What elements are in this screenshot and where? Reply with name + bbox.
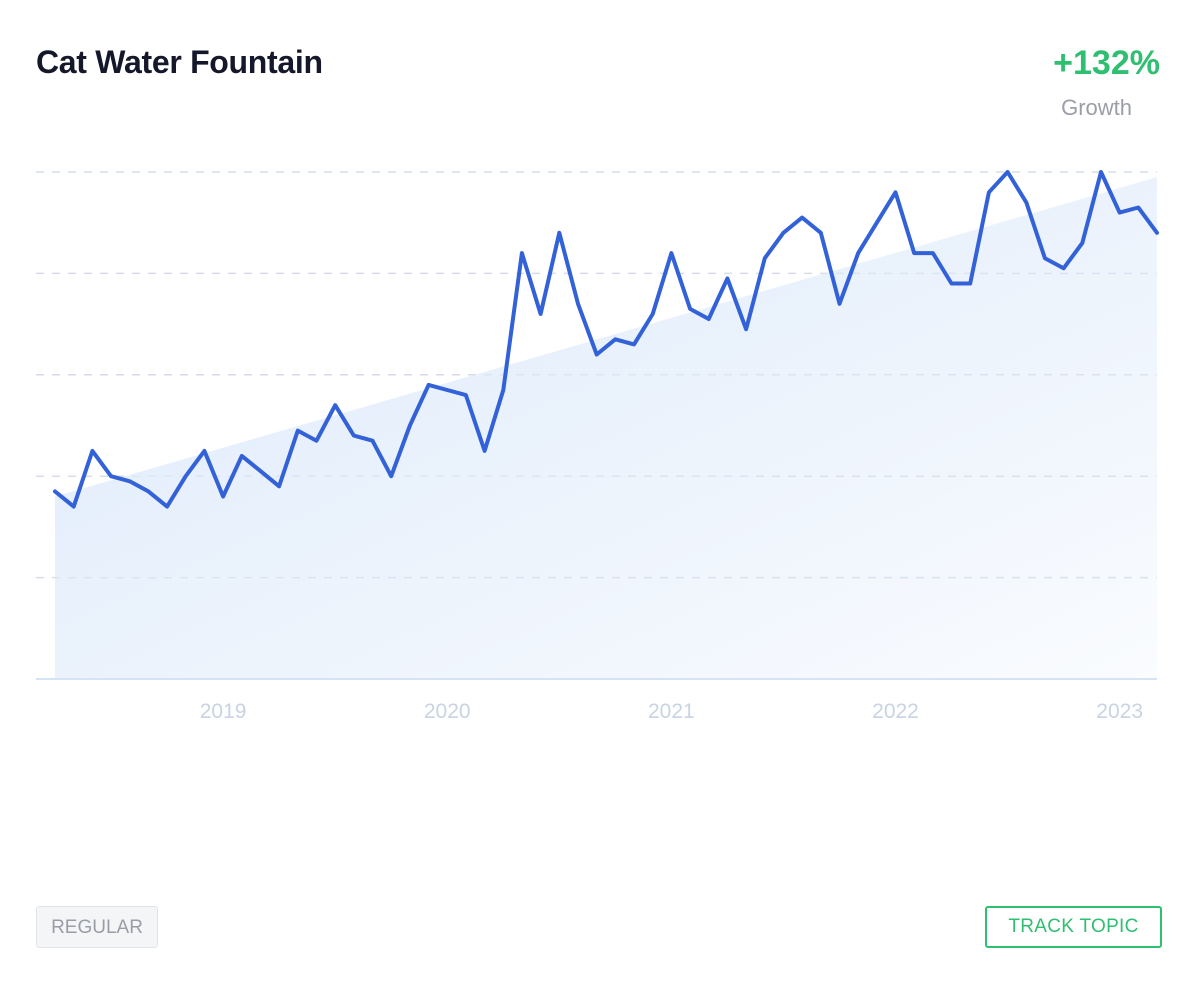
data-point <box>146 489 150 493</box>
x-tick-label: 2022 <box>872 700 919 723</box>
data-point <box>184 474 188 478</box>
data-point <box>333 403 337 407</box>
data-point <box>856 251 860 255</box>
growth-value: +132% <box>1053 44 1160 82</box>
data-point <box>875 221 879 225</box>
data-point <box>221 494 225 498</box>
x-tick-label: 2020 <box>424 700 471 723</box>
data-point <box>968 282 972 286</box>
data-point <box>352 434 356 438</box>
data-point <box>520 251 524 255</box>
data-point <box>109 474 113 478</box>
track-topic-button[interactable]: TRACK TOPIC <box>985 906 1162 948</box>
data-point <box>557 231 561 235</box>
data-point <box>950 282 954 286</box>
data-point <box>800 216 804 220</box>
data-point <box>1118 211 1122 215</box>
data-point <box>837 302 841 306</box>
topic-title: Cat Water Fountain <box>36 44 323 80</box>
data-point <box>445 388 449 392</box>
data-point <box>202 449 206 453</box>
data-point <box>314 439 318 443</box>
data-point <box>1062 266 1066 270</box>
data-point <box>296 429 300 433</box>
data-point <box>501 388 505 392</box>
data-point <box>539 312 543 316</box>
data-point <box>128 479 132 483</box>
data-point <box>1043 256 1047 260</box>
trend-chart: 2019 2020 2021 2022 2023 <box>36 170 1159 723</box>
data-point <box>707 317 711 321</box>
data-point <box>72 505 76 509</box>
x-tick-label: 2021 <box>648 700 695 723</box>
data-point <box>613 337 617 341</box>
data-point <box>1136 205 1140 209</box>
data-point <box>408 424 412 428</box>
x-tick-label: 2023 <box>1096 700 1143 723</box>
data-point <box>819 231 823 235</box>
data-point <box>1099 170 1103 174</box>
data-point <box>389 474 393 478</box>
data-point <box>90 449 94 453</box>
data-point <box>427 383 431 387</box>
data-point <box>371 439 375 443</box>
data-point <box>651 312 655 316</box>
data-point <box>1006 170 1010 174</box>
data-point <box>725 276 729 280</box>
data-point <box>576 302 580 306</box>
data-point <box>744 327 748 331</box>
data-point <box>277 484 281 488</box>
growth-label: Growth <box>1061 95 1132 120</box>
data-point <box>464 393 468 397</box>
data-point <box>931 251 935 255</box>
data-point <box>912 251 916 255</box>
x-tick-label: 2019 <box>200 700 247 723</box>
trend-area <box>55 177 1157 679</box>
data-point <box>763 256 767 260</box>
x-axis-ticks: 2019 2020 2021 2022 2023 <box>200 700 1143 723</box>
series-line <box>53 170 1159 509</box>
data-point <box>258 469 262 473</box>
data-point <box>781 231 785 235</box>
data-point <box>1080 241 1084 245</box>
data-point <box>669 251 673 255</box>
data-point <box>987 190 991 194</box>
data-point <box>1155 231 1159 235</box>
data-point <box>483 449 487 453</box>
data-point <box>1024 200 1028 204</box>
data-point <box>165 505 169 509</box>
data-point <box>632 342 636 346</box>
data-point <box>894 190 898 194</box>
data-point <box>688 307 692 311</box>
regular-tag-button[interactable]: REGULAR <box>36 906 158 948</box>
data-point <box>240 454 244 458</box>
data-point <box>53 489 57 493</box>
data-point <box>595 353 599 357</box>
